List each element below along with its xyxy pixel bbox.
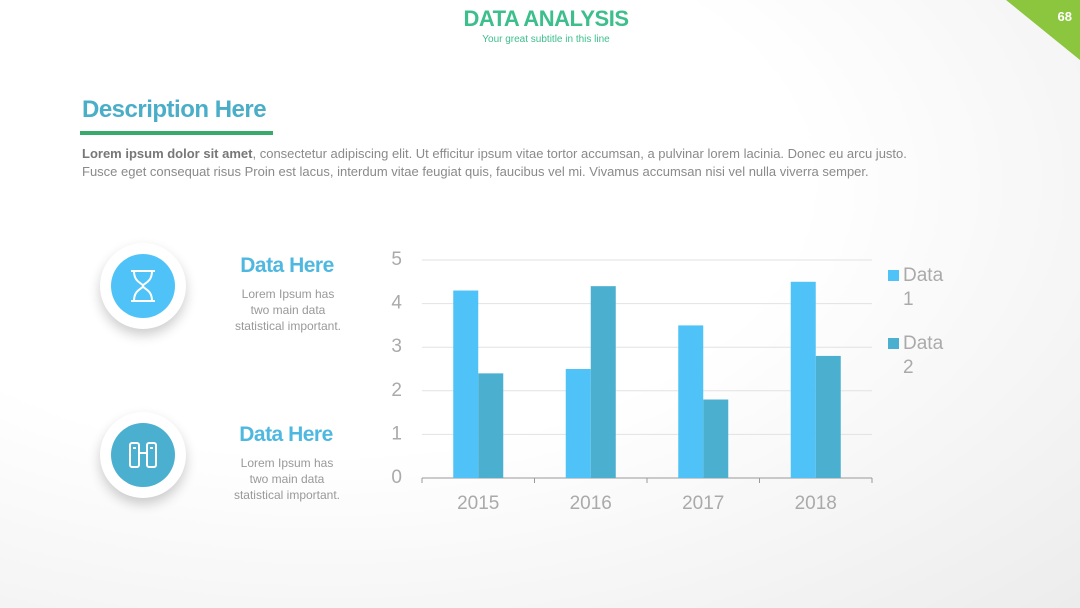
legend-label: Data 1 (903, 265, 944, 310)
bar (678, 325, 704, 478)
corner-triangle (1006, 0, 1080, 60)
binoculars-icon (129, 442, 157, 468)
subtitle: Your great subtitle in this line (482, 34, 610, 45)
y-tick-label: 2 (391, 380, 402, 401)
y-tick-label: 5 (391, 249, 402, 270)
legend-item: Data 1 (888, 264, 947, 312)
description: Lorem ipsum dolor sit amet, consectetur … (82, 145, 932, 181)
description-text: , consectetur adipiscing elit. Ut effici… (82, 146, 907, 179)
y-tick-label: 3 (391, 336, 402, 357)
x-tick-label: 2015 (457, 493, 499, 514)
legend-label: Data 2 (903, 333, 944, 378)
bar (478, 373, 504, 478)
bar (565, 369, 591, 478)
title: DATA ANALYSIS (463, 6, 629, 31)
bar (453, 290, 479, 478)
item-text: Lorem Ipsum has two main data statistica… (233, 456, 341, 502)
legend-swatch (888, 270, 899, 281)
item-text: Lorem Ipsum has two main data statistica… (234, 287, 342, 333)
icon-circle (100, 412, 186, 498)
description-lead: Lorem ipsum dolor sit amet (82, 146, 253, 161)
bar (815, 355, 841, 478)
y-tick-label: 4 (391, 293, 402, 314)
bar (790, 281, 816, 478)
x-tick-label: 2018 (795, 493, 837, 514)
item-title: Data Here (239, 423, 333, 446)
icon-circle (100, 243, 186, 329)
heading-rule (80, 131, 273, 135)
legend-item: Data 2 (888, 332, 947, 380)
description-heading: Description Here (82, 96, 267, 123)
bar (703, 399, 729, 478)
item-title: Data Here (240, 254, 334, 277)
x-tick-label: 2017 (682, 493, 724, 514)
y-tick-label: 0 (391, 467, 402, 488)
page-number: 68 (1057, 9, 1072, 24)
legend-swatch (888, 338, 899, 349)
x-tick-label: 2016 (570, 493, 612, 514)
hourglass-icon (131, 270, 155, 302)
y-tick-label: 1 (391, 423, 402, 444)
bar (590, 286, 616, 478)
